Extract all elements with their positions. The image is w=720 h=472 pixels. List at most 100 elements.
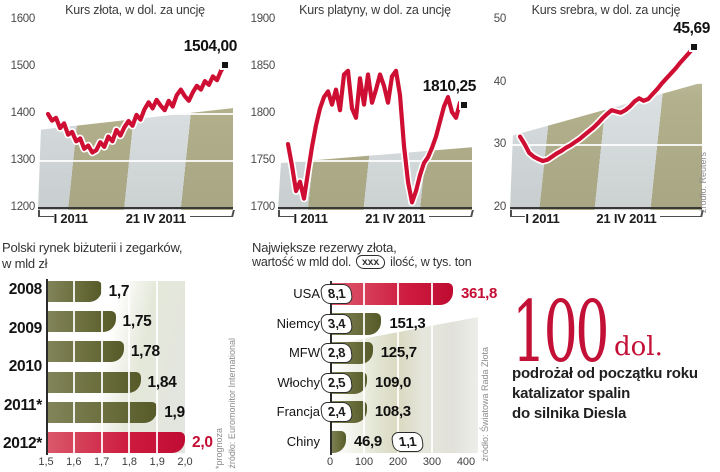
bar: [46, 341, 124, 363]
country-label: Chiny: [286, 434, 320, 449]
y-tick-label: 1600: [10, 13, 36, 25]
reserves-chart-title: Największe rezerwy złota,: [252, 240, 397, 255]
x-axis: I 2011 21 IV 2011: [38, 207, 234, 231]
bar-value: 1,78: [130, 343, 160, 361]
x-tick-label: 1,5: [38, 456, 54, 468]
platinum-price-line: [284, 67, 468, 207]
platinum-price-chart: Kurs platyny, w dol. za uncję 1900 1850 18…: [240, 0, 480, 236]
bar: [330, 431, 346, 453]
bar-value: 2,0: [192, 434, 213, 451]
value-axis-line: [330, 281, 332, 455]
x-tick-label: I 2011: [525, 211, 560, 226]
big-number-unit: dol.: [614, 332, 663, 362]
country-label: Francja: [276, 404, 320, 420]
bars-background: [46, 281, 185, 453]
tons-pill: 2,5: [319, 372, 354, 393]
bar-value: 1,75: [122, 313, 152, 331]
bar-value: 125,7: [380, 344, 417, 362]
grid-line: [38, 160, 233, 162]
chart-title: Kurs złota, w dol. za uncję: [65, 3, 205, 17]
x-tick-label: 21 IV 2011: [596, 211, 657, 226]
jewelry-x-axis: 1,5 1,6 1,7 1,8 1,9 2,0: [38, 456, 192, 470]
country-label: Włochy: [277, 374, 320, 390]
source-world-gold-council: źródło: Światowa Rada Złota: [480, 347, 490, 462]
silver-price-line: [516, 43, 698, 165]
big-number-row: 100 dol.: [512, 283, 717, 381]
value-axis-line: [46, 279, 48, 455]
year-label: 2008: [8, 281, 43, 298]
country-label: USA: [293, 286, 320, 301]
grid-line: [431, 283, 433, 453]
end-marker: [220, 60, 230, 71]
y-tick-label: 20: [493, 201, 507, 213]
bar-value: 151,3: [389, 314, 426, 332]
end-marker: [689, 42, 699, 52]
y-tick-label: 1850: [250, 60, 276, 72]
plot-area: 45,69 I 2011 21 IV 2011: [510, 14, 710, 229]
y-tick-label: 1200: [10, 201, 36, 213]
x-tick-label: 1,8: [121, 456, 138, 468]
callout-caption-line: do silnika Diesla: [512, 405, 627, 422]
y-tick-label: 1900: [250, 13, 276, 25]
reserves-bars-area: 361,8 8,1 151,3 3,4 125,7 2,8 109,0 2,5 108,3 2,4…: [319, 281, 497, 455]
grid-line: [128, 281, 131, 453]
y-tick-label: 1800: [250, 107, 276, 119]
x-tick-label: 400: [456, 456, 476, 468]
y-axis-labels: 1900 1850 1800 1750 1700: [244, 0, 276, 220]
tons-pill: 2,8: [319, 343, 354, 364]
grid-line: [363, 283, 365, 453]
grid-line: [100, 281, 103, 453]
year-label: 2011*: [3, 396, 42, 414]
end-value-label: 1810,25: [422, 77, 477, 95]
grid-line: [72, 281, 75, 453]
bar-value: 1,9: [164, 403, 185, 421]
x-tick-label: 200: [388, 456, 408, 468]
x-tick-label: 300: [422, 456, 442, 468]
y-tick-label: 50: [493, 13, 507, 25]
plot-background-wedge: [278, 147, 472, 210]
callout-caption-line: katalizator spalin: [512, 385, 631, 402]
gold-price-line: [44, 61, 229, 157]
bar-value: 1,7: [108, 283, 130, 300]
x-axis: I 2011 21 IV 2011: [278, 207, 473, 231]
y-tick-label: 30: [493, 138, 507, 151]
y-axis-labels: 1600 1500 1400 1300 1200: [4, 0, 36, 220]
bar-value: 46,9: [353, 433, 382, 450]
legend-pill-label: ilość, w tys. ton: [390, 255, 472, 269]
grid-line: [156, 281, 159, 453]
legend-pill-sample: xxx: [355, 255, 387, 269]
tons-pill: 2,4: [319, 402, 354, 423]
y-tick-label: 1700: [250, 201, 276, 213]
grid-line: [510, 144, 702, 147]
tons-pill: 8,1: [319, 284, 354, 304]
silver-price-chart: Kurs srebra, w dol. za uncję 50 40 30 20 45…: [480, 0, 720, 236]
diesel-catalyst-callout: 100 dol. podrożał od początku roku katal…: [512, 283, 717, 424]
chart-title: Kurs platyny, w dol. za uncję: [299, 3, 451, 17]
year-label: 2012*: [2, 435, 42, 452]
plot-area: 1504,00 I 2011 21 IV 2011: [38, 14, 237, 231]
x-tick-label: 21 IV 2011: [365, 211, 426, 226]
bar: [46, 371, 141, 393]
jewelry-bars-area: 1,7 1,75 1,78 1,84 1,9 2,0: [46, 279, 213, 455]
bar-value: 108,3: [374, 403, 411, 421]
reserves-legend: wartość w mld dol. xxx ilość, w tys. ton: [252, 255, 472, 269]
x-tick-label: 2,0: [177, 456, 193, 468]
y-tick-label: 1500: [10, 60, 36, 72]
country-label: Niemcy: [276, 315, 320, 331]
bars-background: [334, 317, 478, 453]
year-label: 2009: [8, 319, 43, 337]
x-tick-label: I 2011: [53, 211, 88, 226]
bar-value: 361,8: [461, 285, 498, 302]
bar: [330, 283, 453, 305]
x-tick-label: 1,6: [66, 456, 82, 468]
x-tick-label: 100: [354, 456, 374, 468]
y-axis-labels: 50 40 30 20: [482, 0, 507, 220]
y-tick-label: 1750: [250, 154, 276, 166]
big-number: 100: [512, 283, 610, 381]
jewelry-year-labels: 2008 2009 2010 2011* 2012*: [0, 281, 42, 453]
end-value-label: 45,69: [673, 20, 710, 37]
reserves-country-labels: USA Niemcy MFW Włochy Francja Chiny: [250, 283, 324, 453]
year-label: 2010: [8, 358, 43, 375]
tons-pill: 1,1: [390, 432, 425, 452]
country-label: MFW: [288, 345, 320, 361]
